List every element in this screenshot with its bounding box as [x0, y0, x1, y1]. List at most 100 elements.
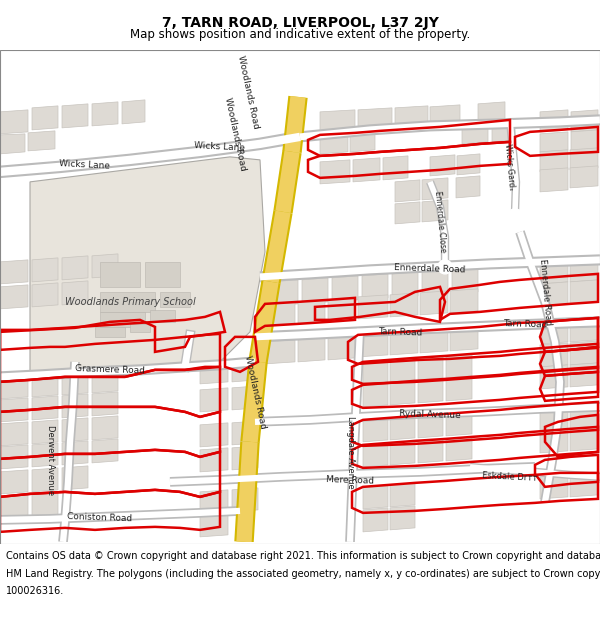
Text: 100026316.: 100026316.	[6, 586, 64, 596]
Text: Wicks Lane: Wicks Lane	[194, 141, 245, 152]
Polygon shape	[362, 274, 388, 300]
Polygon shape	[32, 396, 58, 420]
Polygon shape	[200, 360, 228, 384]
Polygon shape	[92, 439, 118, 463]
Text: Tarn Road: Tarn Road	[503, 319, 547, 329]
Polygon shape	[332, 276, 358, 302]
Text: Ennerdale Road: Ennerdale Road	[538, 258, 553, 326]
Polygon shape	[0, 285, 28, 309]
Polygon shape	[390, 483, 415, 507]
Polygon shape	[62, 466, 88, 490]
Polygon shape	[390, 331, 418, 355]
Text: 7, TARN ROAD, LIVERPOOL, L37 2JY: 7, TARN ROAD, LIVERPOOL, L37 2JY	[161, 16, 439, 30]
Text: Woodlands Road: Woodlands Road	[243, 354, 267, 429]
Polygon shape	[32, 443, 58, 467]
Polygon shape	[32, 106, 58, 130]
Polygon shape	[298, 300, 325, 324]
Polygon shape	[492, 122, 515, 142]
Polygon shape	[32, 283, 58, 307]
Polygon shape	[265, 340, 295, 364]
Polygon shape	[570, 341, 598, 365]
Polygon shape	[32, 493, 58, 517]
Polygon shape	[62, 394, 88, 418]
Polygon shape	[422, 178, 448, 200]
Text: Derwent Avenue: Derwent Avenue	[46, 425, 55, 495]
Polygon shape	[32, 468, 58, 492]
Polygon shape	[570, 363, 598, 387]
Polygon shape	[540, 343, 568, 367]
Text: Langdale Avenue: Langdale Avenue	[346, 416, 355, 488]
Polygon shape	[363, 383, 388, 407]
Polygon shape	[390, 506, 415, 530]
Polygon shape	[570, 280, 598, 304]
Polygon shape	[328, 298, 355, 322]
Polygon shape	[150, 310, 175, 322]
Polygon shape	[422, 270, 448, 296]
Polygon shape	[328, 336, 355, 360]
Polygon shape	[30, 157, 265, 372]
Polygon shape	[0, 110, 28, 134]
Polygon shape	[446, 377, 472, 401]
Polygon shape	[418, 356, 443, 380]
Polygon shape	[62, 256, 88, 280]
Polygon shape	[383, 156, 408, 180]
Polygon shape	[28, 131, 55, 151]
Polygon shape	[390, 416, 415, 440]
Polygon shape	[540, 260, 568, 284]
Polygon shape	[462, 124, 488, 144]
Polygon shape	[0, 398, 28, 422]
Polygon shape	[363, 360, 388, 384]
Polygon shape	[540, 429, 568, 453]
Polygon shape	[320, 160, 350, 184]
Polygon shape	[418, 379, 443, 403]
Polygon shape	[100, 312, 145, 327]
Polygon shape	[540, 365, 568, 389]
Text: Wicks Lane: Wicks Lane	[59, 159, 110, 171]
Text: Contains OS data © Crown copyright and database right 2021. This information is : Contains OS data © Crown copyright and d…	[6, 551, 600, 561]
Text: Wicks Gardₓ: Wicks Gardₓ	[503, 143, 517, 191]
Polygon shape	[0, 422, 28, 446]
Text: Ennerdale Road: Ennerdale Road	[394, 263, 466, 274]
Polygon shape	[570, 166, 598, 188]
Polygon shape	[92, 392, 118, 416]
Polygon shape	[478, 102, 505, 122]
Polygon shape	[542, 320, 568, 344]
Polygon shape	[0, 375, 28, 399]
Polygon shape	[92, 369, 118, 393]
Polygon shape	[418, 439, 443, 463]
Polygon shape	[395, 106, 428, 129]
Text: Eskdale Drᴛᴛ: Eskdale Drᴛᴛ	[482, 471, 538, 483]
Polygon shape	[100, 292, 155, 312]
Polygon shape	[390, 293, 418, 317]
Polygon shape	[570, 318, 598, 342]
Polygon shape	[122, 100, 145, 124]
Polygon shape	[0, 445, 28, 469]
Polygon shape	[570, 405, 598, 429]
Polygon shape	[540, 132, 568, 152]
Polygon shape	[200, 448, 228, 472]
Polygon shape	[265, 302, 295, 326]
Polygon shape	[32, 373, 58, 397]
Polygon shape	[358, 295, 388, 319]
Polygon shape	[0, 260, 28, 284]
Polygon shape	[0, 470, 28, 494]
Text: Woodlands Primary School: Woodlands Primary School	[65, 297, 196, 307]
Text: Map shows position and indicative extent of the property.: Map shows position and indicative extent…	[130, 28, 470, 41]
Polygon shape	[200, 513, 228, 537]
Polygon shape	[570, 148, 598, 170]
Polygon shape	[0, 134, 25, 154]
Polygon shape	[363, 508, 388, 532]
Text: Rydal Avenue: Rydal Avenue	[399, 409, 461, 421]
Text: Grasmere Road: Grasmere Road	[75, 364, 145, 376]
Polygon shape	[452, 268, 478, 294]
Polygon shape	[232, 358, 258, 382]
Polygon shape	[542, 282, 568, 306]
Text: Woodlands Road: Woodlands Road	[223, 96, 247, 171]
Polygon shape	[358, 333, 388, 357]
Polygon shape	[358, 108, 392, 131]
Polygon shape	[320, 133, 348, 154]
Polygon shape	[418, 414, 443, 438]
Polygon shape	[363, 485, 388, 509]
Polygon shape	[0, 495, 28, 519]
Text: Woodlands Road: Woodlands Road	[236, 54, 260, 129]
